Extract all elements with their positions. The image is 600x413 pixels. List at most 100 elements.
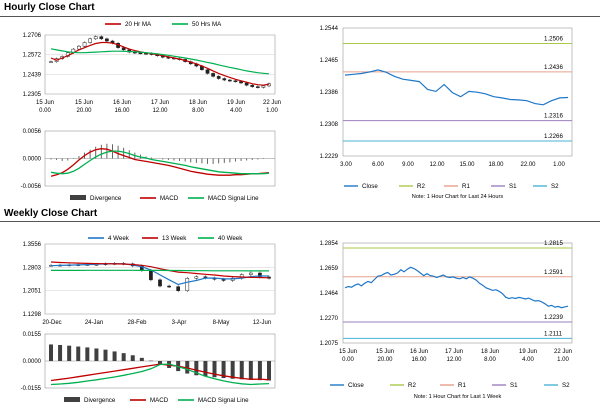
weekly_price-x-tick: 20-Dec bbox=[42, 320, 61, 326]
weekly_levels-x-tick: 15 Jun bbox=[339, 349, 357, 355]
hourly_price-x-tick: 16.00 bbox=[114, 108, 130, 114]
hourly-section-rule bbox=[0, 16, 600, 17]
hourly_price-x-tick: 15 Jun bbox=[75, 100, 93, 106]
weekly_levels-note: Note: 1 Hour Chart for Last 1 Week bbox=[414, 394, 502, 400]
weekly_macd-y-tick: 0.0000 bbox=[23, 359, 42, 365]
hourly_price-candle-body bbox=[82, 42, 87, 47]
weekly_macd-divergence-bar bbox=[158, 361, 162, 365]
hourly_macd-y-tick: 0.0000 bbox=[23, 157, 42, 163]
weekly_macd-legend-label: Divergence bbox=[84, 397, 116, 404]
weekly-section-title: Weekly Close Chart bbox=[4, 208, 98, 219]
hourly_levels-level-label-s2: 1.2266 bbox=[544, 133, 563, 140]
hourly_price-x-tick: 12.00 bbox=[152, 108, 168, 114]
weekly_levels-y-tick: 1.2854 bbox=[320, 241, 339, 247]
hourly_macd-legend-label: MACD bbox=[160, 195, 179, 202]
hourly_price-candle-body bbox=[138, 52, 143, 55]
weekly_macd-divergence-bar bbox=[85, 347, 90, 361]
weekly_price-candle-body bbox=[167, 285, 171, 288]
weekly_macd-divergence-bar bbox=[212, 361, 217, 378]
hourly_price-candle-body bbox=[261, 85, 266, 88]
hourly_levels-close-line bbox=[344, 69, 569, 106]
weekly_levels-y-tick: 1.2659 bbox=[320, 266, 339, 272]
weekly_macd-divergence-bar bbox=[257, 361, 262, 381]
hourly_price-y-tick: 1.2572 bbox=[23, 53, 42, 59]
hourly_levels-legend-label: R1 bbox=[462, 183, 470, 190]
weekly_levels-x-tick: 16.00 bbox=[411, 357, 427, 363]
hourly_price-candle-body bbox=[228, 79, 232, 82]
hourly_macd-y-tick: -0.0056 bbox=[21, 184, 42, 190]
hourly_price-candle-body bbox=[88, 38, 92, 43]
hourly_levels-y-tick: 1.2229 bbox=[320, 154, 339, 160]
hourly_macd-macd-line bbox=[50, 148, 270, 177]
hourly_price-candle-body bbox=[216, 76, 221, 79]
weekly_price-x-tick: 3-Apr bbox=[172, 320, 187, 326]
hourly_levels-x-tick: 15.00 bbox=[459, 162, 475, 168]
hourly_levels-y-tick: 1.2386 bbox=[320, 90, 339, 96]
weekly_levels-x-tick: 19 Jun bbox=[519, 349, 537, 355]
hourly_price-x-tick: 19 Jun bbox=[227, 100, 245, 106]
weekly_price-legend-label: 13 Week bbox=[162, 235, 187, 242]
hourly-section-title: Hourly Close Chart bbox=[4, 2, 95, 13]
weekly_price-candle-body bbox=[248, 272, 253, 275]
weekly_levels-x-tick: 15 Jun bbox=[376, 349, 394, 355]
hourly_levels-y-tick: 1.2308 bbox=[320, 122, 339, 128]
weekly_levels-x-tick: 20.00 bbox=[377, 357, 393, 363]
hourly_price-x-tick: 8.00 bbox=[192, 108, 204, 114]
weekly_levels-x-tick: 18 Jun bbox=[481, 349, 499, 355]
weekly_macd-divergence-bar bbox=[267, 361, 271, 381]
hourly_price-candle-body bbox=[105, 38, 109, 42]
weekly_price-x-tick: 8-May bbox=[213, 320, 230, 326]
weekly_macd-y-tick: -0.0155 bbox=[21, 386, 42, 392]
weekly_price-legend-label: 40 Week bbox=[218, 235, 243, 242]
hourly_price-x-tick: 20.00 bbox=[76, 108, 92, 114]
hourly_levels-x-tick: 1.00 bbox=[553, 162, 565, 168]
hourly_price-x-tick: 18 Jun bbox=[189, 100, 207, 106]
hourly_levels-x-tick: 18.00 bbox=[488, 162, 504, 168]
weekly_macd-divergence-bar bbox=[112, 351, 117, 361]
weekly_price-x-tick: 12-Jun bbox=[253, 320, 271, 326]
weekly_levels-y-tick: 1.2464 bbox=[320, 291, 339, 297]
hourly_price-candle-body bbox=[99, 36, 104, 40]
hourly_levels-x-tick: 6.00 bbox=[372, 162, 384, 168]
weekly_levels-close-line bbox=[344, 266, 569, 309]
weekly_macd-divergence-bar bbox=[76, 346, 81, 361]
weekly_levels-x-tick: 1.00 bbox=[557, 357, 569, 363]
weekly_levels-legend-label: R1 bbox=[458, 382, 466, 389]
hourly_price-candle-body bbox=[211, 73, 215, 77]
weekly_macd-divergence-bar bbox=[58, 344, 63, 361]
hourly_macd-legend-key bbox=[70, 195, 86, 200]
weekly_price-x-tick: 24-Jan bbox=[85, 320, 103, 326]
hourly_levels-y-tick: 1.2465 bbox=[320, 58, 339, 64]
weekly_levels-x-tick: 4.00 bbox=[522, 357, 534, 363]
hourly_levels-level-label-s1: 1.2316 bbox=[544, 113, 563, 120]
weekly_levels-x-tick: 22 Jun bbox=[554, 349, 572, 355]
hourly_macd-signal-line bbox=[50, 150, 270, 175]
weekly_price-candle-body bbox=[176, 286, 181, 291]
hourly_price-candle-body bbox=[222, 78, 227, 81]
hourly_price-y-tick: 1.2439 bbox=[23, 72, 42, 78]
hourly_price-x-tick: 0.00 bbox=[39, 108, 51, 114]
hourly_levels-legend-label: S2 bbox=[551, 183, 559, 190]
hourly_levels-note: Note: 1 Hour Chart for Last 24 Hours bbox=[412, 194, 504, 200]
weekly_price-y-tick: 1.1298 bbox=[23, 312, 42, 318]
hourly_macd-legend-label: Divergence bbox=[90, 195, 122, 202]
hourly_price-candle-body bbox=[93, 36, 98, 40]
weekly_levels-x-tick: 17 Jun bbox=[445, 349, 463, 355]
hourly_levels-x-tick: 9.00 bbox=[402, 162, 414, 168]
weekly_price-candle-body bbox=[149, 270, 153, 281]
hourly_price-x-tick: 22 Jun bbox=[263, 100, 281, 106]
weekly_levels-x-tick: 16 Jun bbox=[410, 349, 428, 355]
hourly_macd-legend-label: MACD Signal Line bbox=[208, 195, 259, 202]
hourly_price-candle-body bbox=[49, 61, 53, 63]
weekly_levels-level-label-r1: 1.2591 bbox=[544, 269, 563, 276]
weekly_price-candle-body bbox=[158, 279, 162, 287]
weekly_price-y-tick: 1.3556 bbox=[23, 242, 42, 248]
weekly_macd-divergence-bar bbox=[94, 348, 99, 361]
weekly_levels-x-tick: 12.00 bbox=[446, 357, 462, 363]
hourly_levels-frame bbox=[342, 27, 573, 157]
weekly_macd-divergence-bar bbox=[248, 361, 253, 380]
hourly_price-candle-body bbox=[255, 86, 260, 88]
hourly_price-legend-label: 20 Hr MA bbox=[125, 21, 152, 28]
weekly_macd-divergence-bar bbox=[130, 355, 135, 361]
weekly_levels-legend-label: S1 bbox=[510, 382, 518, 389]
